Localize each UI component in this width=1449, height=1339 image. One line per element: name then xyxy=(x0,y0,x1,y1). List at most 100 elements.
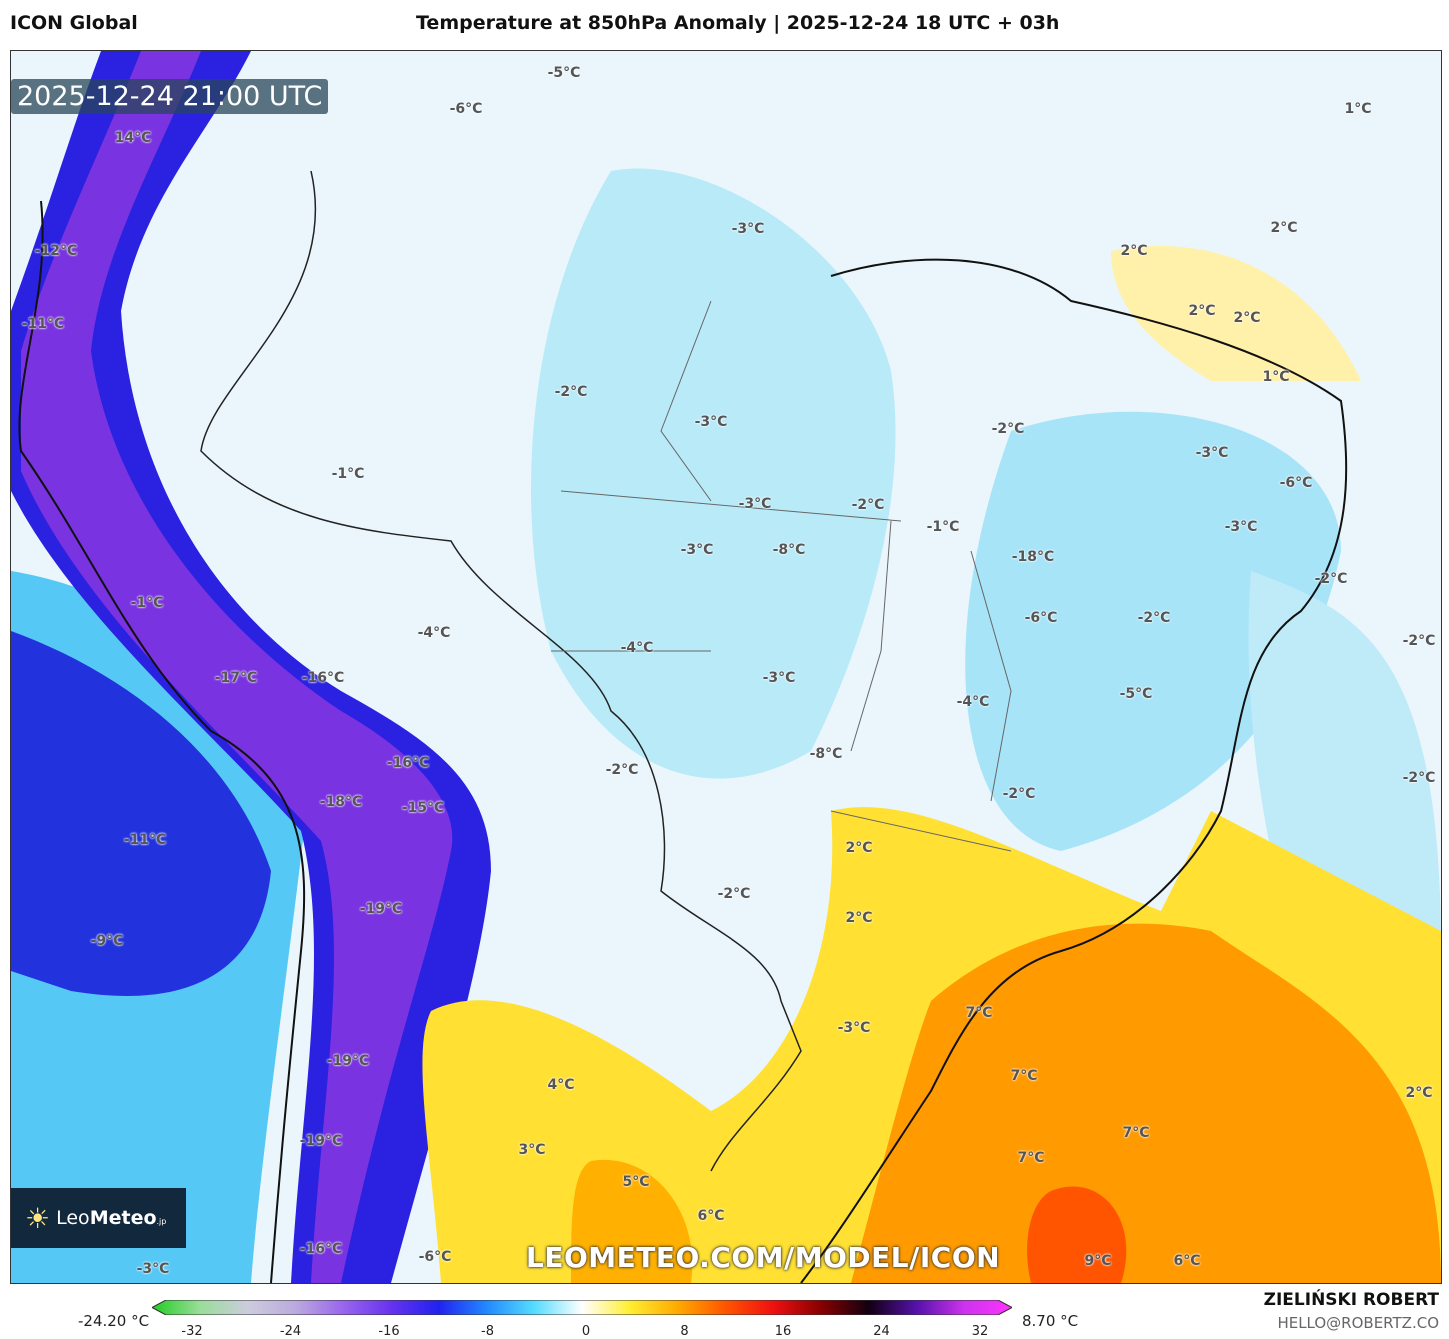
contour-label: -3°C xyxy=(1224,519,1258,535)
leometeo-logo[interactable]: ☀ LeoMeteo.jp xyxy=(11,1188,186,1248)
contour-label: -11°C xyxy=(123,832,167,848)
author-name: ZIELIŃSKI ROBERT xyxy=(1263,1290,1439,1310)
light-blue-field xyxy=(965,411,1341,851)
colorbar-tick: 24 xyxy=(873,1324,890,1339)
sun-icon: ☀ xyxy=(25,1201,51,1235)
contour-label: -2°C xyxy=(605,762,639,778)
contour-label: 7°C xyxy=(1010,1068,1038,1084)
contour-label: 4°C xyxy=(547,1077,575,1093)
pacific-coastline xyxy=(18,200,306,1283)
contour-label: -1°C xyxy=(331,466,365,482)
contour-label: -6°C xyxy=(449,101,483,117)
colorbar-tick: 32 xyxy=(971,1324,989,1339)
contour-label: -2°C xyxy=(1137,610,1171,626)
contour-label: -4°C xyxy=(417,625,451,641)
orange-field xyxy=(851,923,1441,1283)
contour-label: -16°C xyxy=(299,1241,343,1257)
map-fields xyxy=(11,51,1441,1283)
colorbar-tick: -16 xyxy=(378,1324,400,1339)
contour-label: 6°C xyxy=(697,1208,725,1224)
logo-text: LeoMeteo.jp xyxy=(56,1207,167,1229)
contour-label: -3°C xyxy=(680,542,714,558)
colorbar-tick: -8 xyxy=(481,1324,494,1339)
cold-ocean-field xyxy=(11,631,271,996)
contour-label: -1°C xyxy=(926,519,960,535)
contour-label: -6°C xyxy=(1024,610,1058,626)
contour-label: -3°C xyxy=(762,670,796,686)
contour-label: -2°C xyxy=(851,497,885,513)
contour-label: -19°C xyxy=(299,1133,343,1149)
contour-label: -3°C xyxy=(837,1020,871,1036)
contour-label: -12°C xyxy=(34,243,78,259)
contour-label: -2°C xyxy=(554,384,588,400)
contour-label: 7°C xyxy=(1122,1125,1150,1141)
yellow-patch-ne xyxy=(1111,246,1361,381)
contour-label: -11°C xyxy=(21,316,65,332)
contour-label: 7°C xyxy=(965,1005,993,1021)
contour-label: -4°C xyxy=(620,640,654,656)
contour-label: -15°C xyxy=(401,800,445,816)
contour-label: -2°C xyxy=(1402,633,1436,649)
map-title: Temperature at 850hPa Anomaly | 2025-12-… xyxy=(416,12,1060,34)
contour-label: -3°C xyxy=(731,221,765,237)
contour-label: -3°C xyxy=(738,496,772,512)
country-border xyxy=(200,170,802,1172)
contour-label: -9°C xyxy=(90,933,124,949)
light-blue-field xyxy=(531,168,896,779)
contour-label: -2°C xyxy=(1002,786,1036,802)
contour-label: -6°C xyxy=(418,1249,452,1265)
contour-label: 2°C xyxy=(1405,1085,1433,1101)
colorbar-tick: 8 xyxy=(680,1324,689,1339)
contour-label: -19°C xyxy=(326,1053,370,1069)
contour-label: 5°C xyxy=(622,1174,650,1190)
colorbar xyxy=(152,1300,1012,1315)
author-email: HELLO@ROBERTZ.CO xyxy=(1277,1314,1439,1332)
colorbar-tick: 16 xyxy=(774,1324,792,1339)
contour-label: 2°C xyxy=(845,910,873,926)
contour-label: 1°C xyxy=(1262,369,1290,385)
contour-label: -2°C xyxy=(991,421,1025,437)
watermark-url[interactable]: LEOMETEO.COM/MODEL/ICON xyxy=(526,1241,1001,1274)
temperature-anomaly-map: 2025-12-24 21:00 UTC -5°C -6°C 14°C -12°C -1… xyxy=(10,50,1442,1284)
colorbar-tick: -32 xyxy=(181,1324,203,1339)
contour-label: 7°C xyxy=(1017,1150,1045,1166)
coastline xyxy=(800,258,1348,1283)
valid-time-badge: 2025-12-24 21:00 UTC xyxy=(11,79,329,114)
contour-label: -19°C xyxy=(359,901,403,917)
contour-label: -2°C xyxy=(1402,770,1436,786)
colorbar-tick: 0 xyxy=(581,1324,591,1339)
contour-label: -17°C xyxy=(214,670,258,686)
contour-label: 2°C xyxy=(1120,243,1148,259)
contour-label: -16°C xyxy=(386,755,430,771)
contour-label: 1°C xyxy=(1344,101,1372,117)
contour-label: -4°C xyxy=(956,694,990,710)
colorbar-min: -24.20 °C xyxy=(78,1312,150,1330)
model-name: ICON Global xyxy=(10,12,138,34)
state-borders xyxy=(551,300,1012,852)
contour-label: -1°C xyxy=(130,595,164,611)
contour-label: -5°C xyxy=(547,65,581,81)
contour-label: -8°C xyxy=(772,542,806,558)
contour-label: -6°C xyxy=(1279,475,1313,491)
contour-label: 2°C xyxy=(1233,310,1261,326)
contour-label: 2°C xyxy=(1270,220,1298,236)
contour-label: 2°C xyxy=(1188,303,1216,319)
contour-label: -5°C xyxy=(1119,686,1153,702)
andes-purple-core xyxy=(21,51,453,1283)
contour-label: 3°C xyxy=(518,1142,546,1158)
contour-label: -2°C xyxy=(717,886,751,902)
contour-label: -18°C xyxy=(319,794,363,810)
colorbar-max: 8.70 °C xyxy=(1022,1312,1079,1330)
contour-label: -8°C xyxy=(809,746,843,762)
contour-label: -18°C xyxy=(1011,549,1055,565)
contour-label: 9°C xyxy=(1084,1253,1112,1269)
contour-label: -3°C xyxy=(694,414,728,430)
contour-label: 2°C xyxy=(845,840,873,856)
contour-label: 6°C xyxy=(1173,1253,1201,1269)
orange-patch xyxy=(571,1159,693,1283)
hot-core xyxy=(1027,1186,1127,1283)
colorbar-tick: -24 xyxy=(279,1324,302,1339)
contour-label: -3°C xyxy=(1195,445,1229,461)
contour-label: 14°C xyxy=(114,130,152,146)
contour-label: -16°C xyxy=(301,670,345,686)
